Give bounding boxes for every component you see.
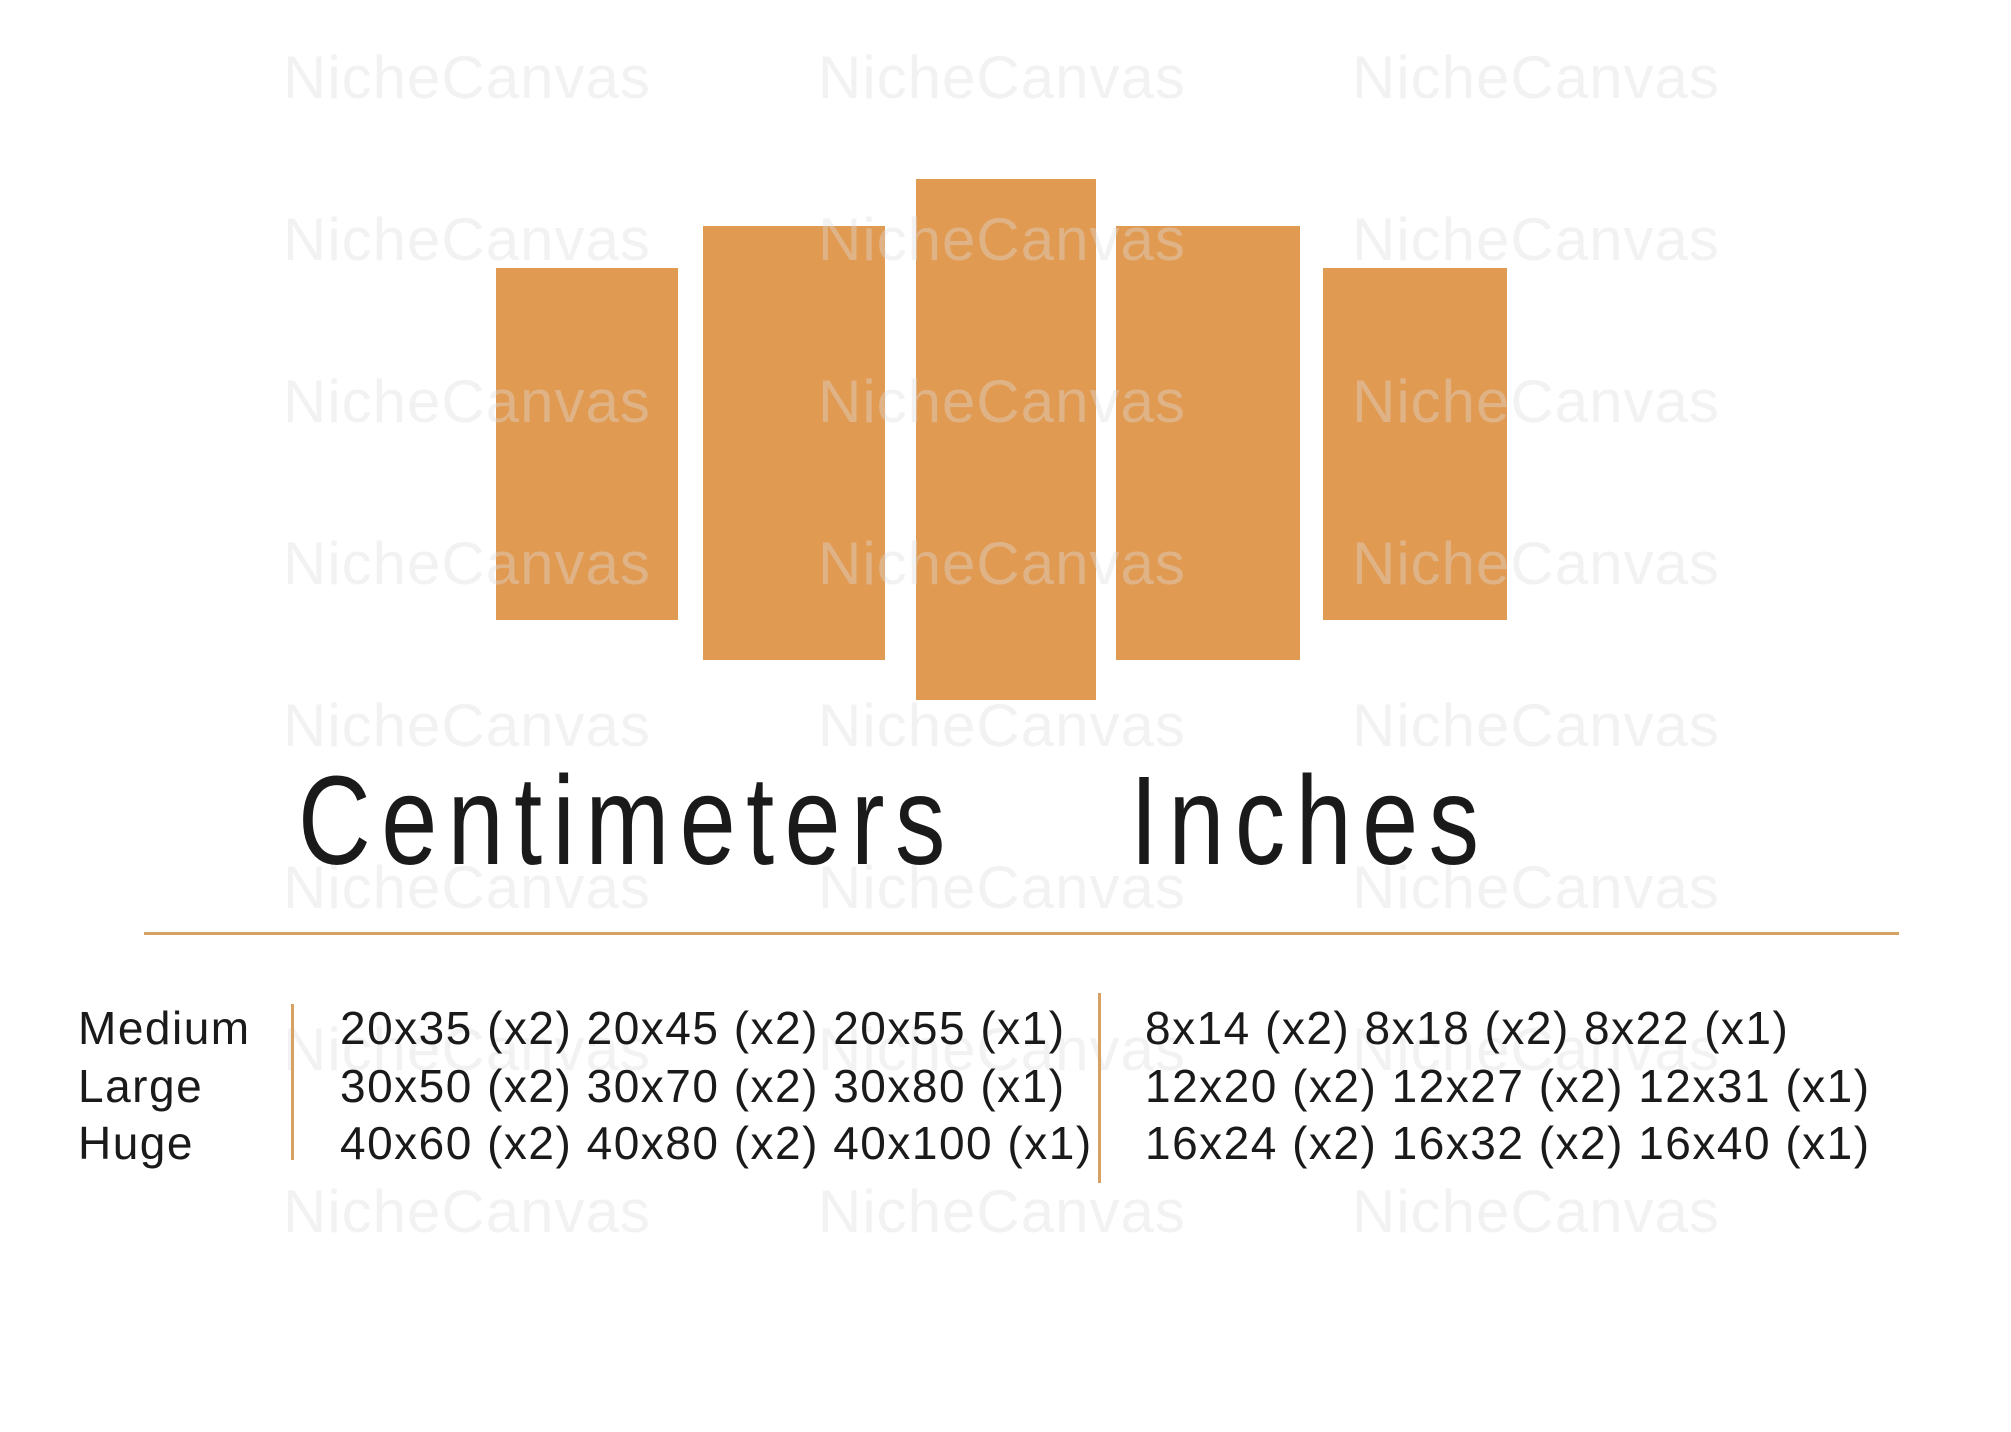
cm-sizes: 20x35 (x2) 20x45 (x2) 20x55 (x1) — [340, 1002, 1066, 1054]
watermark-text: NicheCanvas — [1352, 368, 1720, 435]
watermark-text: NicheCanvas — [818, 1178, 1186, 1245]
canvas-panel-center — [916, 179, 1096, 700]
watermark-text: NicheCanvas — [1352, 206, 1720, 273]
inches-column: 8x14 (x2) 8x18 (x2) 8x22 (x1) 12x20 (x2)… — [1145, 1000, 1871, 1173]
watermark-text: NicheCanvas — [818, 368, 1186, 435]
watermark-text: NicheCanvas — [283, 44, 651, 111]
watermark-text: NicheCanvas — [1352, 692, 1720, 759]
inches-heading: Inches — [1130, 750, 1490, 891]
inch-sizes: 16x24 (x2) 16x32 (x2) 16x40 (x1) — [1145, 1117, 1871, 1169]
watermark-text: NicheCanvas — [1352, 854, 1720, 921]
watermark-text: NicheCanvas — [283, 854, 651, 921]
watermark-text: NicheCanvas — [283, 1016, 651, 1083]
watermark-text: NicheCanvas — [818, 44, 1186, 111]
watermark-text: NicheCanvas — [283, 368, 651, 435]
watermark-text: NicheCanvas — [1352, 530, 1720, 597]
cm-sizes: 30x50 (x2) 30x70 (x2) 30x80 (x1) — [340, 1059, 1066, 1112]
watermark-text: NicheCanvas — [1352, 44, 1720, 111]
watermark-text: NicheCanvas — [283, 530, 651, 597]
watermark-text: NicheCanvas — [818, 854, 1186, 921]
centimeters-heading: Centimeters — [298, 750, 956, 891]
watermark-text: NicheCanvas — [818, 206, 1186, 273]
canvas-panel-outer-left — [496, 268, 678, 620]
size-label: Medium — [78, 1002, 251, 1054]
watermark-text: NicheCanvas — [283, 692, 651, 759]
canvas-panel-inner-left — [703, 226, 885, 660]
label-column-separator — [291, 1004, 294, 1160]
size-label: Huge — [78, 1117, 194, 1169]
size-labels-column: Medium Large Huge — [78, 1000, 251, 1173]
watermark-text: NicheCanvas — [818, 692, 1186, 759]
watermark-text: NicheCanvas — [283, 206, 651, 273]
inch-sizes: 8x14 (x2) 8x18 (x2) 8x22 (x1) — [1145, 1002, 1790, 1054]
divider-line — [144, 932, 1899, 935]
canvas-panel-inner-right — [1116, 226, 1300, 660]
watermark-text: NicheCanvas — [283, 1178, 651, 1245]
canvas-panel-outer-right — [1323, 268, 1507, 620]
watermark-text: NicheCanvas — [818, 1016, 1186, 1083]
watermark-text: NicheCanvas — [1352, 1178, 1720, 1245]
unit-column-separator — [1098, 993, 1101, 1183]
watermark-text: NicheCanvas — [1352, 1016, 1720, 1083]
inch-sizes: 12x20 (x2) 12x27 (x2) 12x31 (x1) — [1145, 1059, 1871, 1112]
cm-sizes: 40x60 (x2) 40x80 (x2) 40x100 (x1) — [340, 1117, 1093, 1169]
size-label: Large — [78, 1059, 204, 1112]
centimeters-column: 20x35 (x2) 20x45 (x2) 20x55 (x1) 30x50 (… — [340, 1000, 1093, 1173]
watermark-text: NicheCanvas — [818, 530, 1186, 597]
